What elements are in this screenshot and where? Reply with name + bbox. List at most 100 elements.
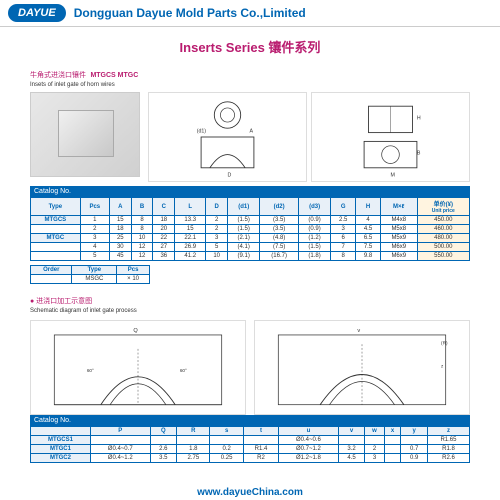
table-cell: 2.5 [331,216,356,225]
t2-header: t [243,427,278,436]
t1-header: D [206,198,228,216]
table-cell [384,454,401,463]
svg-text:H: H [417,115,421,121]
table-cell: 12 [131,243,153,252]
table-cell: 15 [175,225,206,234]
table-cell: 3 [365,454,384,463]
t1-header: (d3) [298,198,330,216]
drawing-2: HBM [311,92,470,182]
table-cell: 460.00 [417,225,469,234]
t1-header: B [131,198,153,216]
table-cell: R1.8 [427,445,469,454]
tech-drawings: (d1) A D HBM [148,92,470,182]
table-cell: MTGC1 [31,445,91,454]
schematic-1: Q 60° 60° [30,320,246,415]
table-cell: 12 [131,252,153,261]
catalog-bar-2: Catalog No. [30,415,470,426]
table-cell: R1.4 [243,445,278,454]
table-cell [384,436,401,445]
schematic-2: v (R) z [254,320,470,415]
table-cell: 3.2 [338,445,365,454]
header: DAYUE Dongguan Dayue Mold Parts Co.,Limi… [0,0,500,27]
table-cell: 450.00 [417,216,469,225]
table-cell: 2.6 [150,445,177,454]
t1-header: A [109,198,131,216]
table-cell [365,436,384,445]
t1-header: C [153,198,175,216]
table-cell: M6x9 [380,243,417,252]
table-cell [177,436,210,445]
table-row: 545123641.210(9.1)(16.7)(1.8)89.8M6x9550… [31,252,470,261]
table-cell [338,436,365,445]
table-cell: 36 [153,252,175,261]
drawing-1: (d1) A D [148,92,307,182]
table-cell: 5 [206,243,228,252]
catalog-bar-1: Catalog No. [30,186,470,197]
t2-header: y [401,427,428,436]
svg-text:M: M [391,173,395,179]
table-cell: 45 [109,252,131,261]
diagram-area-1: (d1) A D HBM [30,92,470,182]
section2-header: ● 进浇口加工示意图 Schematic diagram of inlet ga… [30,290,470,314]
table-cell: Ø0.4~0.7 [90,445,150,454]
table-cell: 3.5 [150,454,177,463]
t1-header: 单价(¥)Unit price [417,198,469,216]
table-cell: 3 [80,234,109,243]
company-name: Dongguan Dayue Mold Parts Co.,Limited [74,6,306,20]
table-cell: MTGC [31,234,81,243]
table-cell: 480.00 [417,234,469,243]
table-row: MTGCS1Ø0.4~0.6R1.65 [31,436,470,445]
t2-header: Q [150,427,177,436]
table-cell: 0.9 [401,454,428,463]
t1-header: M×ℓ [380,198,417,216]
t2-header [31,427,91,436]
order-h1: Type [72,266,117,275]
table-cell: Ø0.4~0.6 [279,436,339,445]
table-cell: 1.8 [177,445,210,454]
schematic-area: Q 60° 60° v (R) z [30,320,470,415]
table-cell: 15 [109,216,131,225]
table-cell: (9.1) [228,252,260,261]
t1-header: G [331,198,356,216]
table-cell: 4 [356,216,381,225]
t2-header: w [365,427,384,436]
table-row: 430122726.95(4.1)(7.5)(1.5)77.5M6x9500.0… [31,243,470,252]
order-label: Order [31,266,72,275]
table-cell [31,225,81,234]
table-cell [31,243,81,252]
table-cell: 3 [331,225,356,234]
content-area: Inserts Series 镶件系列 牛角式进浇口镶件 MTGCS MTGC … [0,27,500,469]
svg-text:D: D [228,173,232,179]
table-cell: (1.5) [228,225,260,234]
table-cell: 10 [206,252,228,261]
table-cell [90,436,150,445]
order-h2: Pcs [117,266,150,275]
table-cell: (3.5) [260,225,299,234]
svg-text:(R): (R) [441,340,448,345]
table-cell: 4 [80,243,109,252]
table-cell: 1 [80,216,109,225]
table-cell: 0.25 [210,454,243,463]
table-cell [384,445,401,454]
table-cell: (0.9) [298,225,330,234]
table-cell: 20 [153,225,175,234]
t1-header: L [175,198,206,216]
t2-header: s [210,427,243,436]
table-cell [150,436,177,445]
t2-header: x [384,427,401,436]
table-cell: 27 [153,243,175,252]
svg-text:60°: 60° [87,368,94,373]
table-cell: 4.5 [356,225,381,234]
svg-text:A: A [250,129,254,135]
table-cell: 41.2 [175,252,206,261]
order-v1: MSGC [72,275,117,284]
footer-url: www.dayueChina.com [0,487,500,498]
svg-text:Q: Q [133,328,138,334]
svg-text:(d1): (d1) [197,129,207,135]
table-row: MTGCS11581813.32(1.5)(3.5)(0.9)2.54M4x84… [31,216,470,225]
product-photo [30,92,140,177]
table-cell: (1.5) [228,216,260,225]
spec-table-2: PQRstuvwxyz MTGCS1Ø0.4~0.6R1.65MTGC1Ø0.4… [30,426,470,463]
table-cell: R2.6 [427,454,469,463]
table-cell [243,436,278,445]
